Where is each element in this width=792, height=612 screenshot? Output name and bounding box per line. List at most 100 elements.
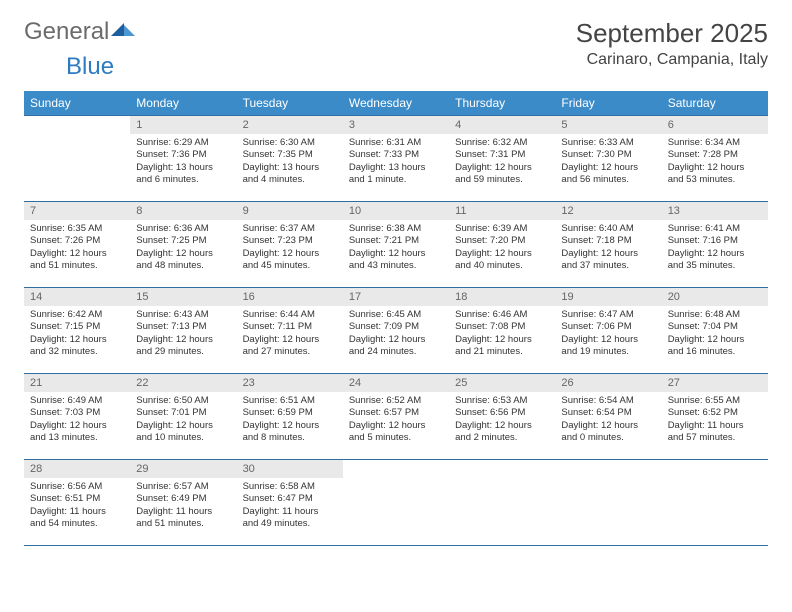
calendar-week-row: 21Sunrise: 6:49 AMSunset: 7:03 PMDayligh… — [24, 374, 768, 460]
calendar-day-cell: 14Sunrise: 6:42 AMSunset: 7:15 PMDayligh… — [24, 288, 130, 374]
sunset-text: Sunset: 7:03 PM — [30, 407, 124, 419]
calendar-day-cell: 21Sunrise: 6:49 AMSunset: 7:03 PMDayligh… — [24, 374, 130, 460]
day-number: 12 — [555, 202, 661, 220]
daylight-text: Daylight: 12 hours and 0 minutes. — [561, 420, 655, 445]
sunset-text: Sunset: 6:54 PM — [561, 407, 655, 419]
day-body: Sunrise: 6:39 AMSunset: 7:20 PMDaylight:… — [449, 220, 555, 276]
daylight-text: Daylight: 12 hours and 45 minutes. — [243, 248, 337, 273]
day-body: Sunrise: 6:32 AMSunset: 7:31 PMDaylight:… — [449, 134, 555, 190]
sunrise-text: Sunrise: 6:35 AM — [30, 223, 124, 235]
sunset-text: Sunset: 7:18 PM — [561, 235, 655, 247]
daylight-text: Daylight: 12 hours and 13 minutes. — [30, 420, 124, 445]
calendar-day-cell: 10Sunrise: 6:38 AMSunset: 7:21 PMDayligh… — [343, 202, 449, 288]
day-number: 1 — [130, 116, 236, 134]
sunrise-text: Sunrise: 6:58 AM — [243, 481, 337, 493]
calendar-day-cell: 17Sunrise: 6:45 AMSunset: 7:09 PMDayligh… — [343, 288, 449, 374]
day-body: Sunrise: 6:50 AMSunset: 7:01 PMDaylight:… — [130, 392, 236, 448]
weekday-header: Friday — [555, 91, 661, 116]
daylight-text: Daylight: 11 hours and 57 minutes. — [668, 420, 762, 445]
daylight-text: Daylight: 11 hours and 51 minutes. — [136, 506, 230, 531]
sunset-text: Sunset: 7:36 PM — [136, 149, 230, 161]
sunset-text: Sunset: 7:26 PM — [30, 235, 124, 247]
weekday-header: Saturday — [662, 91, 768, 116]
calendar-day-cell: 25Sunrise: 6:53 AMSunset: 6:56 PMDayligh… — [449, 374, 555, 460]
month-title: September 2025 — [576, 18, 768, 49]
sunset-text: Sunset: 7:35 PM — [243, 149, 337, 161]
day-body: Sunrise: 6:54 AMSunset: 6:54 PMDaylight:… — [555, 392, 661, 448]
calendar-day-cell: 18Sunrise: 6:46 AMSunset: 7:08 PMDayligh… — [449, 288, 555, 374]
day-body: Sunrise: 6:33 AMSunset: 7:30 PMDaylight:… — [555, 134, 661, 190]
day-number: 11 — [449, 202, 555, 220]
day-body: Sunrise: 6:55 AMSunset: 6:52 PMDaylight:… — [662, 392, 768, 448]
sunrise-text: Sunrise: 6:29 AM — [136, 137, 230, 149]
sunset-text: Sunset: 7:06 PM — [561, 321, 655, 333]
calendar-day-cell: 26Sunrise: 6:54 AMSunset: 6:54 PMDayligh… — [555, 374, 661, 460]
sunset-text: Sunset: 7:08 PM — [455, 321, 549, 333]
day-number: 4 — [449, 116, 555, 134]
daylight-text: Daylight: 11 hours and 54 minutes. — [30, 506, 124, 531]
daylight-text: Daylight: 12 hours and 37 minutes. — [561, 248, 655, 273]
logo-triangle-icon — [111, 22, 137, 42]
calendar-day-cell: 23Sunrise: 6:51 AMSunset: 6:59 PMDayligh… — [237, 374, 343, 460]
day-body: Sunrise: 6:49 AMSunset: 7:03 PMDaylight:… — [24, 392, 130, 448]
day-number: 2 — [237, 116, 343, 134]
calendar-day-cell: 11Sunrise: 6:39 AMSunset: 7:20 PMDayligh… — [449, 202, 555, 288]
logo-text-blue: Blue — [66, 53, 114, 80]
sunrise-text: Sunrise: 6:54 AM — [561, 395, 655, 407]
day-body: Sunrise: 6:48 AMSunset: 7:04 PMDaylight:… — [662, 306, 768, 362]
sunrise-text: Sunrise: 6:53 AM — [455, 395, 549, 407]
day-body: Sunrise: 6:36 AMSunset: 7:25 PMDaylight:… — [130, 220, 236, 276]
sunrise-text: Sunrise: 6:34 AM — [668, 137, 762, 149]
sunrise-text: Sunrise: 6:50 AM — [136, 395, 230, 407]
calendar-day-cell: 3Sunrise: 6:31 AMSunset: 7:33 PMDaylight… — [343, 116, 449, 202]
day-number: 17 — [343, 288, 449, 306]
sunrise-text: Sunrise: 6:42 AM — [30, 309, 124, 321]
sunrise-text: Sunrise: 6:57 AM — [136, 481, 230, 493]
sunrise-text: Sunrise: 6:47 AM — [561, 309, 655, 321]
calendar-day-cell: 2Sunrise: 6:30 AMSunset: 7:35 PMDaylight… — [237, 116, 343, 202]
sunset-text: Sunset: 6:57 PM — [349, 407, 443, 419]
day-number: 24 — [343, 374, 449, 392]
day-body: Sunrise: 6:37 AMSunset: 7:23 PMDaylight:… — [237, 220, 343, 276]
daylight-text: Daylight: 13 hours and 6 minutes. — [136, 162, 230, 187]
daylight-text: Daylight: 12 hours and 10 minutes. — [136, 420, 230, 445]
day-number: 22 — [130, 374, 236, 392]
daylight-text: Daylight: 12 hours and 53 minutes. — [668, 162, 762, 187]
calendar-body: 1Sunrise: 6:29 AMSunset: 7:36 PMDaylight… — [24, 116, 768, 546]
day-body: Sunrise: 6:42 AMSunset: 7:15 PMDaylight:… — [24, 306, 130, 362]
calendar-day-cell: 30Sunrise: 6:58 AMSunset: 6:47 PMDayligh… — [237, 460, 343, 546]
day-body: Sunrise: 6:47 AMSunset: 7:06 PMDaylight:… — [555, 306, 661, 362]
sunset-text: Sunset: 7:04 PM — [668, 321, 762, 333]
day-number: 7 — [24, 202, 130, 220]
weekday-header: Wednesday — [343, 91, 449, 116]
day-number: 14 — [24, 288, 130, 306]
sunset-text: Sunset: 6:51 PM — [30, 493, 124, 505]
calendar-day-cell: 15Sunrise: 6:43 AMSunset: 7:13 PMDayligh… — [130, 288, 236, 374]
day-number: 26 — [555, 374, 661, 392]
day-number: 19 — [555, 288, 661, 306]
calendar-day-cell — [662, 460, 768, 546]
sunrise-text: Sunrise: 6:44 AM — [243, 309, 337, 321]
day-number: 15 — [130, 288, 236, 306]
day-body: Sunrise: 6:31 AMSunset: 7:33 PMDaylight:… — [343, 134, 449, 190]
sunset-text: Sunset: 7:20 PM — [455, 235, 549, 247]
calendar-day-cell: 12Sunrise: 6:40 AMSunset: 7:18 PMDayligh… — [555, 202, 661, 288]
day-body: Sunrise: 6:56 AMSunset: 6:51 PMDaylight:… — [24, 478, 130, 534]
day-number: 27 — [662, 374, 768, 392]
sunset-text: Sunset: 6:56 PM — [455, 407, 549, 419]
sunset-text: Sunset: 6:52 PM — [668, 407, 762, 419]
day-body: Sunrise: 6:46 AMSunset: 7:08 PMDaylight:… — [449, 306, 555, 362]
daylight-text: Daylight: 12 hours and 24 minutes. — [349, 334, 443, 359]
calendar-day-cell: 6Sunrise: 6:34 AMSunset: 7:28 PMDaylight… — [662, 116, 768, 202]
day-body: Sunrise: 6:43 AMSunset: 7:13 PMDaylight:… — [130, 306, 236, 362]
day-number: 25 — [449, 374, 555, 392]
sunset-text: Sunset: 6:47 PM — [243, 493, 337, 505]
day-body: Sunrise: 6:58 AMSunset: 6:47 PMDaylight:… — [237, 478, 343, 534]
location: Carinaro, Campania, Italy — [576, 51, 768, 69]
day-number: 30 — [237, 460, 343, 478]
calendar-day-cell: 19Sunrise: 6:47 AMSunset: 7:06 PMDayligh… — [555, 288, 661, 374]
day-body: Sunrise: 6:57 AMSunset: 6:49 PMDaylight:… — [130, 478, 236, 534]
sunset-text: Sunset: 7:21 PM — [349, 235, 443, 247]
daylight-text: Daylight: 12 hours and 48 minutes. — [136, 248, 230, 273]
day-body: Sunrise: 6:29 AMSunset: 7:36 PMDaylight:… — [130, 134, 236, 190]
